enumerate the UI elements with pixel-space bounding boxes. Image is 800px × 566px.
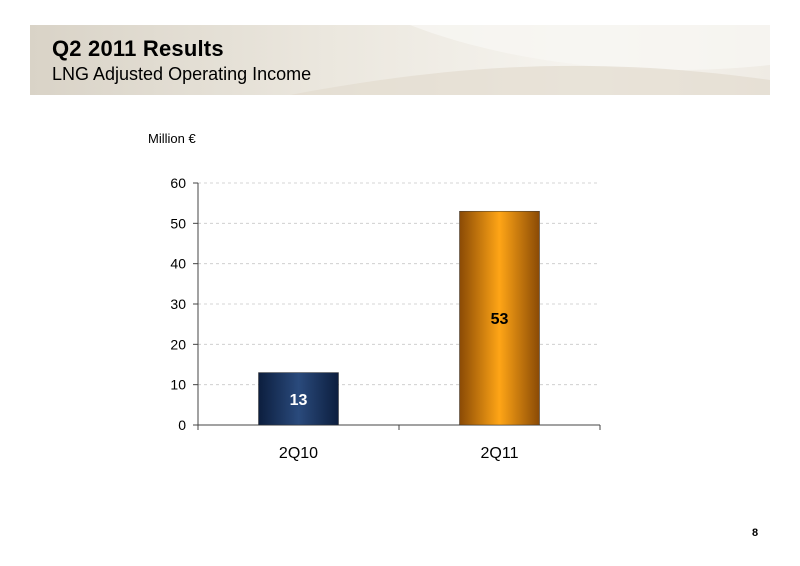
y-tick-label: 40 bbox=[170, 256, 186, 272]
bars bbox=[258, 210, 540, 426]
bar-2q11 bbox=[459, 210, 540, 426]
x-tick-label-2q10: 2Q10 bbox=[279, 445, 318, 462]
header-swoosh-decoration bbox=[290, 25, 770, 95]
unit-label: Million € bbox=[148, 131, 196, 146]
slide-title: Q2 2011 Results bbox=[52, 36, 224, 61]
slide-header: Q2 2011 Results LNG Adjusted Operating I… bbox=[30, 25, 770, 95]
y-tick-label: 20 bbox=[170, 336, 186, 352]
page-number: 8 bbox=[752, 527, 759, 539]
y-tick-label: 50 bbox=[170, 215, 186, 231]
data-label-2q11: 53 bbox=[491, 311, 509, 328]
y-tick-label: 30 bbox=[170, 296, 186, 312]
labels: 0 10 20 30 40 50 60 13 2Q10 53 2Q11 bbox=[170, 175, 518, 462]
x-tick-label-2q11: 2Q11 bbox=[481, 445, 519, 462]
data-label-2q10: 13 bbox=[290, 392, 308, 409]
y-tick-label: 10 bbox=[170, 377, 186, 393]
y-tick-label: 0 bbox=[178, 417, 186, 433]
y-tick-label: 60 bbox=[170, 175, 186, 191]
slide-subtitle: LNG Adjusted Operating Income bbox=[52, 64, 312, 84]
bar-2q10 bbox=[258, 372, 339, 426]
